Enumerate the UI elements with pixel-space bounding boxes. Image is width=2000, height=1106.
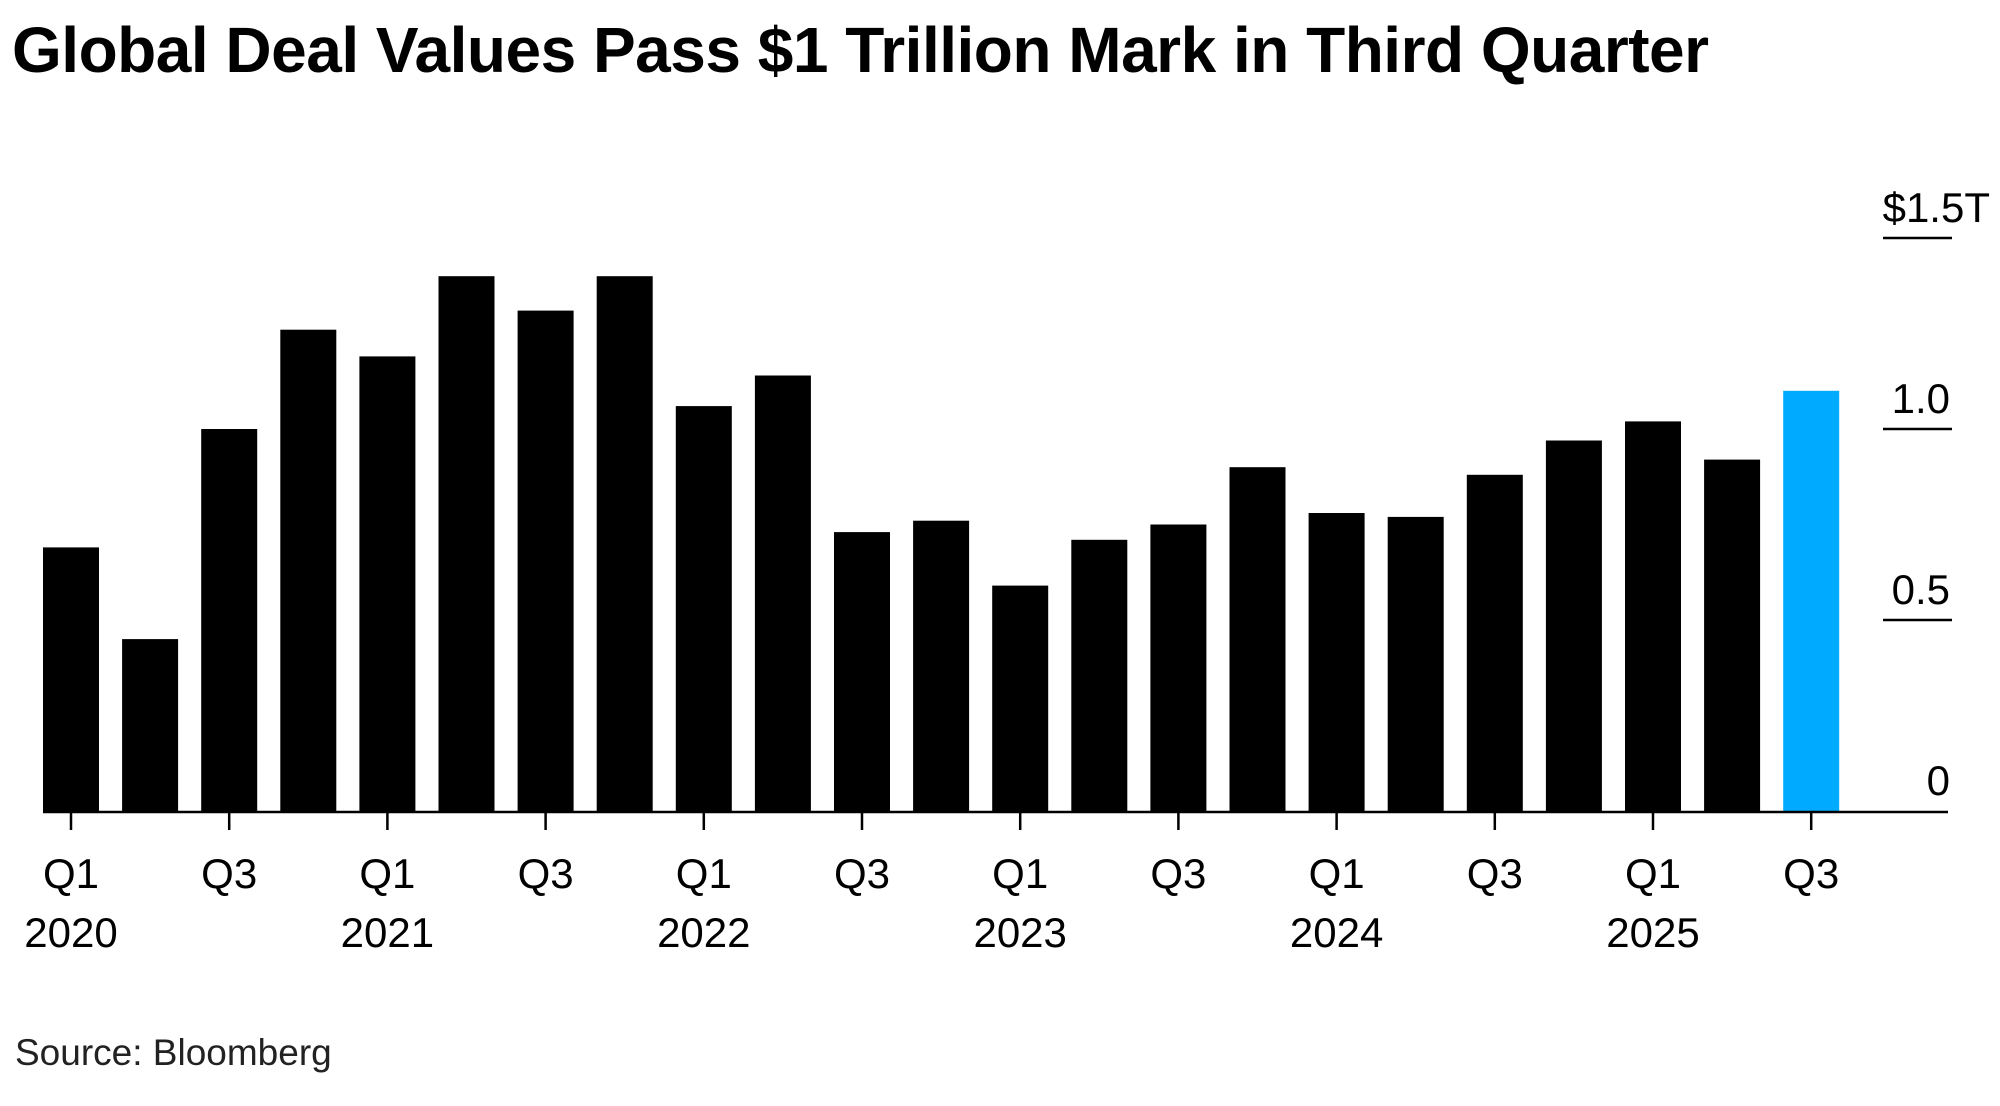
y-axis: 0 0.5 1.0 $1.5T [1883,184,1990,804]
bar [596,276,653,811]
x-tick-label-year: 2023 [973,909,1066,956]
x-tick-label-quarter: Q3 [201,850,257,897]
bar [359,356,416,811]
bar [675,406,732,811]
x-tick-label-year: 2025 [1606,909,1699,956]
x-tick-label-quarter: Q3 [1467,850,1523,897]
bar [1545,440,1602,811]
bar [43,547,99,811]
x-tick-label-quarter: Q1 [1309,850,1365,897]
bar [1625,421,1681,811]
x-tick-label-year: 2021 [341,909,434,956]
x-tick-label-year: 2022 [657,909,750,956]
bar [1387,516,1444,811]
bar [280,329,337,811]
bar [1071,539,1128,811]
y-tick-label: 0.5 [1892,566,1950,613]
x-tick-label-quarter: Q3 [1783,850,1839,897]
bar [1704,459,1761,811]
highlighted-bar [1783,390,1840,811]
bar [1229,467,1286,811]
bar [438,276,495,811]
x-tick-label-quarter: Q3 [1150,850,1206,897]
x-tick-label-quarter: Q1 [43,850,99,897]
bar [1466,474,1523,811]
bar [201,429,258,811]
source-note: Source: Bloomberg [15,1032,332,1073]
bar [992,585,1049,811]
x-tick-label-quarter: Q1 [359,850,415,897]
bar [913,520,970,811]
y-tick-label: $1.5T [1883,184,1990,231]
bar [1150,524,1207,811]
bars [43,276,1840,811]
y-tick-label: 1.0 [1892,375,1950,422]
x-tick-label-quarter: Q1 [992,850,1048,897]
x-tick-label-quarter: Q3 [518,850,574,897]
bar [834,532,890,811]
chart-title: Global Deal Values Pass $1 Trillion Mark… [12,14,1709,86]
x-tick-label-year: 2020 [24,909,117,956]
x-tick-label-year: 2024 [1290,909,1383,956]
x-tick-label-quarter: Q1 [1625,850,1681,897]
x-axis: Q1 2020 Q3 Q1 2021 Q3 Q1 2022 Q3 Q1 2023 Q3 Q1 2024 Q3… [24,810,1948,956]
bar [122,639,179,811]
x-tick-label-quarter: Q3 [834,850,890,897]
bar [754,375,811,811]
x-tick-label-quarter: Q1 [676,850,732,897]
bar [1308,513,1365,811]
y-tick-label: 0 [1927,757,1950,804]
bar [517,310,574,811]
